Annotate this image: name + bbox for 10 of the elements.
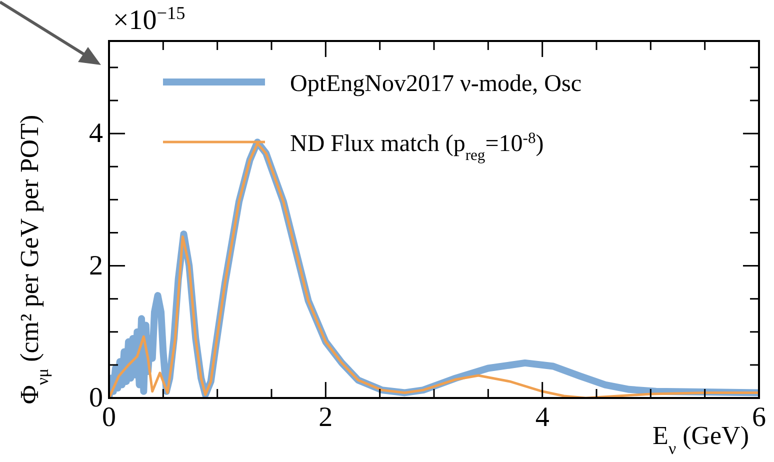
y-tick-label: 0 xyxy=(89,382,103,414)
x-tick-label: 2 xyxy=(318,402,333,433)
y-tick-label: 2 xyxy=(89,250,103,282)
legend-label: OptEngNov2017 ν-mode, Osc xyxy=(290,71,582,97)
legend-label: ND Flux match (p$_{reg}$=10$^{-8}$) xyxy=(290,130,544,164)
x-tick-label: 4 xyxy=(535,402,550,433)
x-axis-title: E$_{ν}$ (GeV) xyxy=(652,421,749,458)
y-tick-label: 4 xyxy=(89,118,103,150)
x-tick-label: 6 xyxy=(752,402,766,433)
text: ×10$^{−15}$ xyxy=(113,3,186,36)
